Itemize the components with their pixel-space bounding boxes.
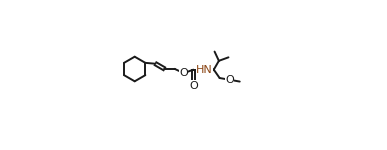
Text: O: O bbox=[225, 75, 234, 85]
Text: O: O bbox=[180, 68, 188, 78]
Text: HN: HN bbox=[196, 65, 212, 75]
Polygon shape bbox=[207, 68, 214, 71]
Text: O: O bbox=[189, 81, 198, 91]
